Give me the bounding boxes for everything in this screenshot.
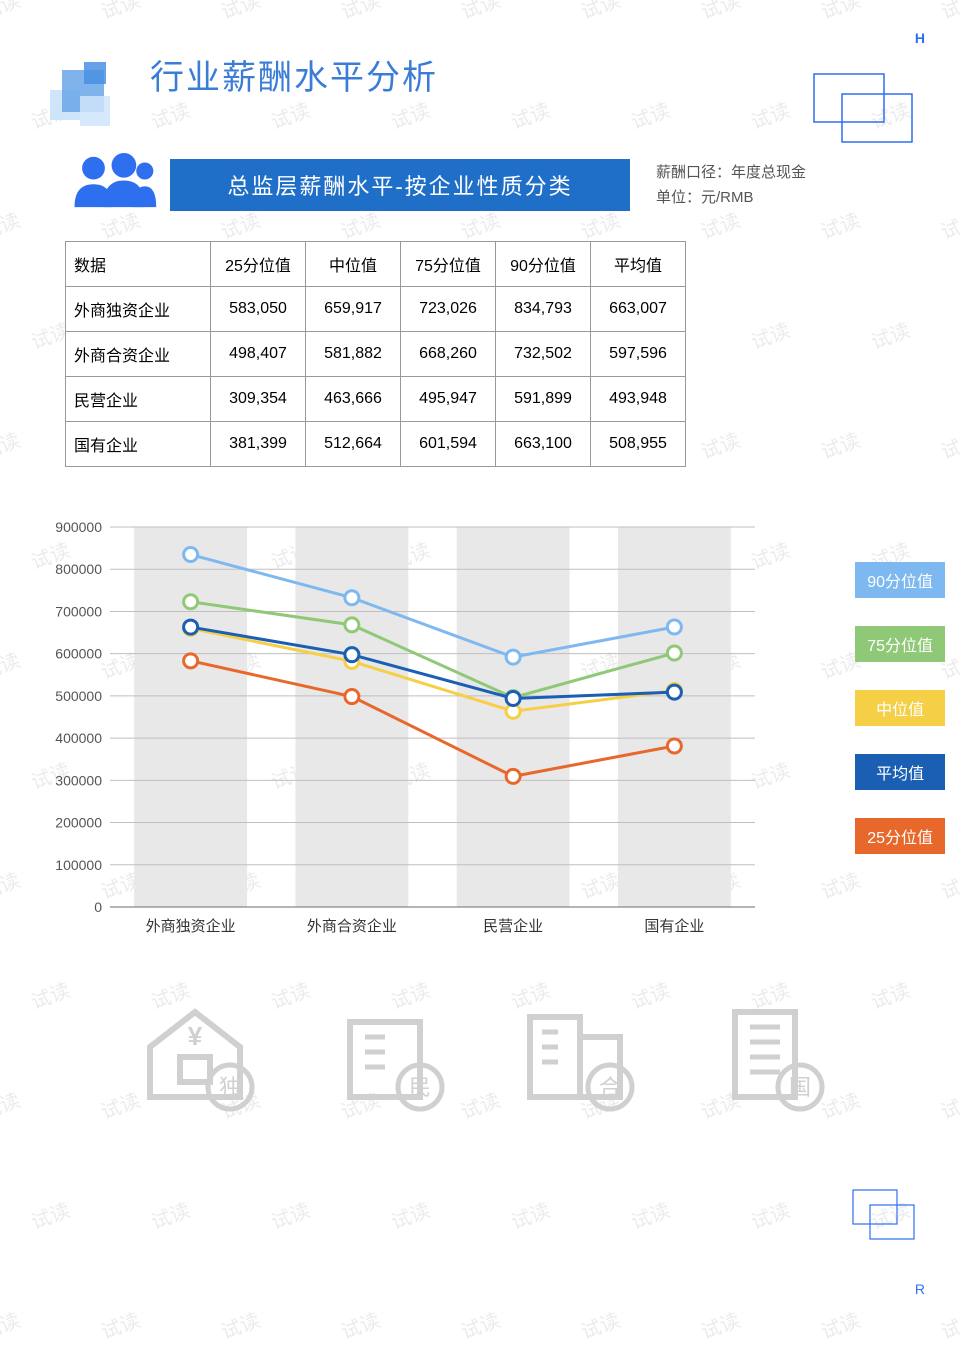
- house-yen-icon: ¥独: [130, 997, 260, 1117]
- svg-text:800000: 800000: [55, 561, 102, 577]
- table-cell: 495,947: [401, 377, 496, 422]
- corner-rectangles-bottom-icon: [850, 1187, 920, 1247]
- table-cell: 512,664: [306, 422, 401, 467]
- table-header-cell: 中位值: [306, 242, 401, 287]
- table-header-cell: 平均值: [591, 242, 686, 287]
- table-cell: 668,260: [401, 332, 496, 377]
- svg-text:200000: 200000: [55, 815, 102, 831]
- table-row: 外商合资企业498,407581,882668,260732,502597,59…: [66, 332, 686, 377]
- svg-text:500000: 500000: [55, 688, 102, 704]
- table-cell: 659,917: [306, 287, 401, 332]
- section-header: 总监层薪酬水平-按企业性质分类 薪酬口径：年度总现金 单位：元/RMB: [0, 119, 960, 221]
- chart-legend: 90分位值 75分位值中位值平均值 25分位值: [855, 562, 945, 882]
- svg-text:独: 独: [219, 1075, 241, 1100]
- legend-item: 中位值: [855, 690, 945, 726]
- table-cell: 309,354: [211, 377, 306, 422]
- table-cell: 498,407: [211, 332, 306, 377]
- section-title-bar: 总监层薪酬水平-按企业性质分类: [170, 159, 630, 211]
- svg-text:国: 国: [789, 1075, 811, 1100]
- table-cell: 583,050: [211, 287, 306, 332]
- svg-text:民营企业: 民营企业: [483, 917, 543, 935]
- table-cell: 508,955: [591, 422, 686, 467]
- svg-text:民: 民: [409, 1075, 431, 1100]
- table-cell: 723,026: [401, 287, 496, 332]
- table-row: 国有企业381,399512,664601,594663,100508,955: [66, 422, 686, 467]
- svg-text:900000: 900000: [55, 519, 102, 535]
- svg-text:外商独资企业: 外商独资企业: [146, 917, 236, 935]
- svg-text:300000: 300000: [55, 772, 102, 788]
- table-cell: 597,596: [591, 332, 686, 377]
- table-cell: 591,899: [496, 377, 591, 422]
- table-cell: 493,948: [591, 377, 686, 422]
- table-cell: 国有企业: [66, 422, 211, 467]
- tower-icon: 国: [700, 997, 830, 1117]
- bottom-right-marker: R: [915, 1281, 925, 1297]
- svg-text:100000: 100000: [55, 857, 102, 873]
- section-meta: 薪酬口径：年度总现金 单位：元/RMB: [656, 160, 806, 211]
- legend-item: 90分位值: [855, 562, 945, 598]
- building-icon: 民: [320, 997, 450, 1117]
- legend-item: 75分位值: [855, 626, 945, 662]
- page-title: 行业薪酬水平分析: [150, 50, 920, 99]
- people-icon: [65, 152, 160, 209]
- legend-item: 25分位值: [855, 818, 945, 854]
- table-row: 外商独资企业583,050659,917723,026834,793663,00…: [66, 287, 686, 332]
- table-cell: 663,100: [496, 422, 591, 467]
- table-cell: 外商独资企业: [66, 287, 211, 332]
- salary-chart: 0 100000 200000 300000 400000 500000 600000 700…: [35, 517, 940, 957]
- table-cell: 381,399: [211, 422, 306, 467]
- table-header-cell: 75分位值: [401, 242, 496, 287]
- svg-text:700000: 700000: [55, 603, 102, 619]
- office-icon: 合: [510, 997, 640, 1117]
- table-row: 民营企业309,354463,666495,947591,899493,948: [66, 377, 686, 422]
- table-cell: 663,007: [591, 287, 686, 332]
- table-header-cell: 90分位值: [496, 242, 591, 287]
- table-cell: 581,882: [306, 332, 401, 377]
- table-cell: 外商合资企业: [66, 332, 211, 377]
- svg-text:¥: ¥: [188, 1021, 203, 1051]
- table-cell: 834,793: [496, 287, 591, 332]
- svg-text:400000: 400000: [55, 730, 102, 746]
- salary-table: 数据25分位值中位值75分位值90分位值平均值外商独资企业583,050659,…: [65, 241, 686, 467]
- meta-line-2: 单位：元/RMB: [656, 185, 806, 211]
- svg-text:国有企业: 国有企业: [644, 917, 704, 935]
- table-header-cell: 25分位值: [211, 242, 306, 287]
- svg-text:600000: 600000: [55, 646, 102, 662]
- svg-text:外商合资企业: 外商合资企业: [307, 917, 397, 935]
- table-header-cell: 数据: [66, 242, 211, 287]
- svg-text:0: 0: [94, 899, 102, 915]
- table-cell: 601,594: [401, 422, 496, 467]
- table-cell: 732,502: [496, 332, 591, 377]
- line-chart-svg: 0 100000 200000 300000 400000 500000 600000 700…: [35, 517, 775, 957]
- table-cell: 463,666: [306, 377, 401, 422]
- svg-text:合: 合: [599, 1075, 621, 1100]
- page-header: 行业薪酬水平分析: [0, 0, 960, 119]
- legend-item: 平均值: [855, 754, 945, 790]
- meta-line-1: 薪酬口径：年度总现金: [656, 160, 806, 186]
- enterprise-type-icons: ¥独民合国: [0, 997, 960, 1117]
- table-cell: 民营企业: [66, 377, 211, 422]
